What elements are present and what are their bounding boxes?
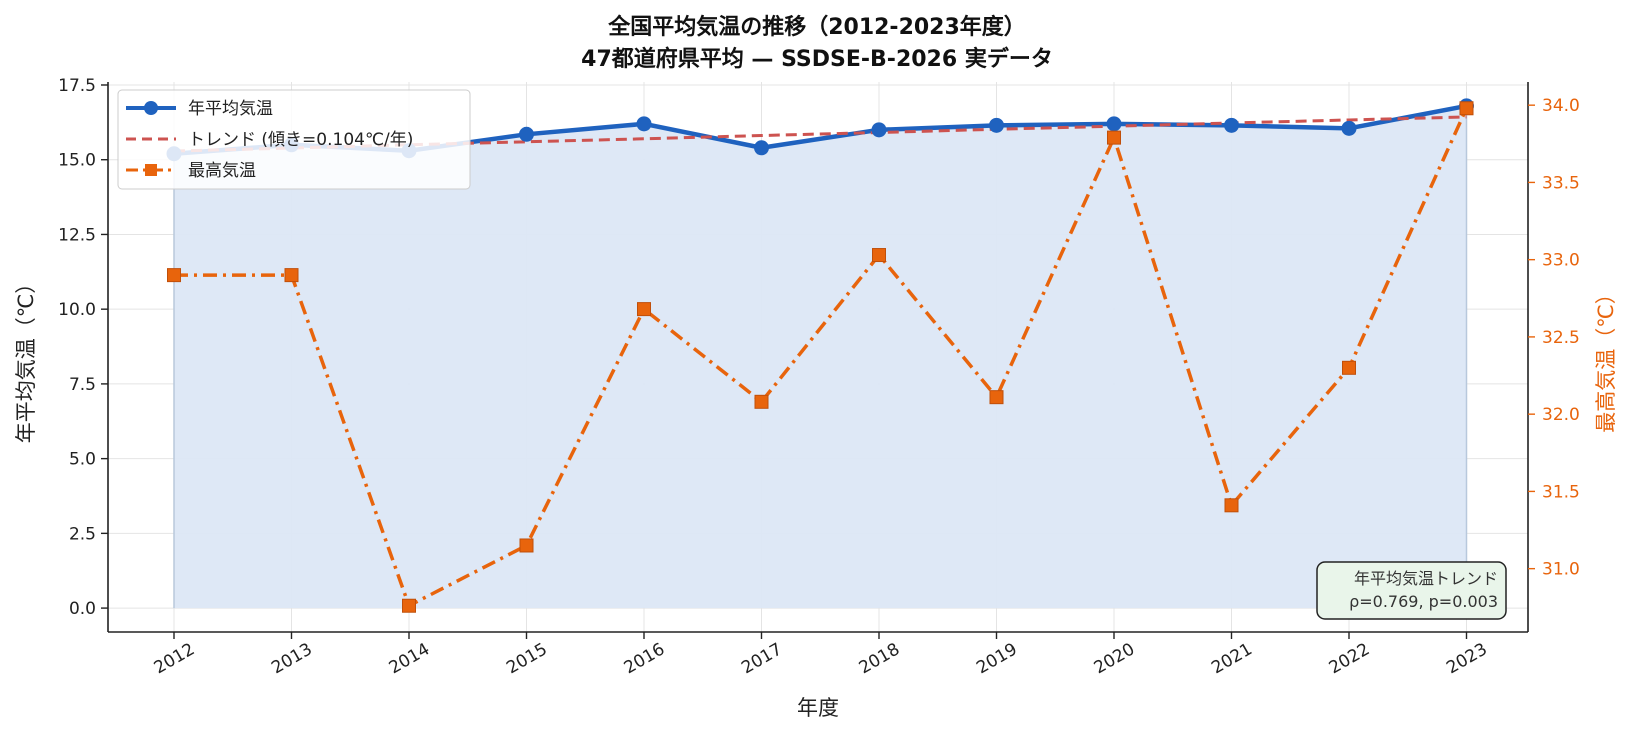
max-temp-point: [1107, 130, 1121, 145]
x-tick-label: 2019: [973, 639, 1020, 678]
x-tick-label: 2017: [738, 639, 785, 678]
max-temp-point: [872, 248, 886, 263]
mean-temp-point: [519, 126, 534, 142]
max-temp-line: [174, 107, 1469, 608]
x-axis-label: 年度: [797, 696, 839, 720]
left-tick-label: 0.0: [69, 599, 96, 619]
max-temp-point: [167, 268, 181, 283]
x-tick-label: 2021: [1208, 639, 1255, 678]
max-temp-point: [637, 302, 651, 317]
left-tick-label: 15.0: [58, 151, 96, 171]
legend-marker-mean: [144, 101, 158, 115]
right-tick-label: 34.0: [1542, 96, 1580, 116]
max-temp-point: [1224, 498, 1239, 513]
right-tick-label: 31.0: [1542, 560, 1580, 580]
x-tick-label: 2012: [151, 639, 198, 678]
x-tick-label: 2014: [386, 639, 433, 678]
left-y-axis-label: 年平均気温（℃）: [14, 273, 38, 444]
max-temp-point: [1459, 101, 1474, 116]
x-tick-label: 2013: [268, 639, 315, 678]
right-tick-label: 33.0: [1542, 251, 1580, 271]
left-tick-label: 10.0: [58, 300, 96, 320]
trend-annotation: 年平均気温トレンド ρ=0.769, p=0.003: [1316, 561, 1507, 620]
left-tick-label: 12.5: [58, 225, 96, 245]
right-tick-label: 31.5: [1542, 482, 1580, 502]
left-tick-label: 17.5: [58, 76, 96, 96]
max-temp-point: [519, 538, 534, 553]
x-tick-label: 2023: [1443, 639, 1490, 678]
right-y-axis-label: 最高気温（℃）: [1594, 283, 1618, 433]
mean-temp-point: [871, 122, 887, 138]
mean-temp-point: [1106, 116, 1122, 132]
legend-label-mean: 年平均気温: [188, 99, 273, 119]
mean-temp-point: [1341, 120, 1357, 136]
mean-temp-point: [989, 117, 1004, 133]
annotation-box: [1316, 561, 1507, 620]
left-axis-ticks: 0.0 2.5 5.0 7.5 10.0 12.5 15.0 17.5: [58, 76, 108, 619]
x-tick-label: 2018: [856, 639, 903, 678]
legend: 年平均気温 トレンド (傾き=0.104℃/年) 最高気温: [117, 89, 471, 190]
legend-marker-max: [145, 164, 157, 176]
max-temp-point: [284, 268, 299, 283]
x-tick-label: 2022: [1326, 639, 1373, 678]
max-temp-point: [1342, 360, 1356, 375]
mean-temp-point: [1224, 117, 1239, 133]
x-tick-label: 2016: [621, 639, 668, 678]
right-tick-label: 33.5: [1542, 173, 1580, 193]
legend-label-trend: トレンド (傾き=0.104℃/年): [188, 130, 413, 150]
mean-temp-point: [636, 116, 652, 132]
left-tick-label: 2.5: [69, 524, 96, 544]
max-temp-point: [754, 394, 769, 409]
legend-label-max: 最高気温: [188, 161, 256, 181]
right-tick-label: 32.0: [1542, 405, 1580, 425]
legend-box: [117, 89, 471, 190]
x-tick-label: 2020: [1091, 639, 1138, 678]
x-tick-label: 2015: [503, 639, 550, 678]
right-axis-ticks: 31.0 31.5 32.0 32.5 33.0 33.5 34.0: [1528, 96, 1580, 580]
annotation-line1: 年平均気温トレンド: [1354, 569, 1498, 588]
trend-line: [173, 115, 1467, 153]
max-temp-point: [402, 598, 416, 613]
left-tick-label: 5.0: [69, 450, 96, 470]
chart-title-line1: 全国平均気温の推移（2012-2023年度）: [607, 14, 1026, 40]
x-axis-ticks: 2012 2013 2014 2015 2016 2017 2018 2019 2020 2021…: [151, 632, 1491, 678]
right-tick-label: 32.5: [1542, 328, 1580, 348]
left-tick-label: 7.5: [69, 375, 96, 395]
max-temp-point: [989, 390, 1004, 405]
mean-temp-point: [754, 140, 769, 156]
annotation-line2: ρ=0.769, p=0.003: [1349, 592, 1498, 611]
chart-title-line2: 47都道府県平均 — SSDSE-B-2026 実データ: [581, 46, 1053, 72]
